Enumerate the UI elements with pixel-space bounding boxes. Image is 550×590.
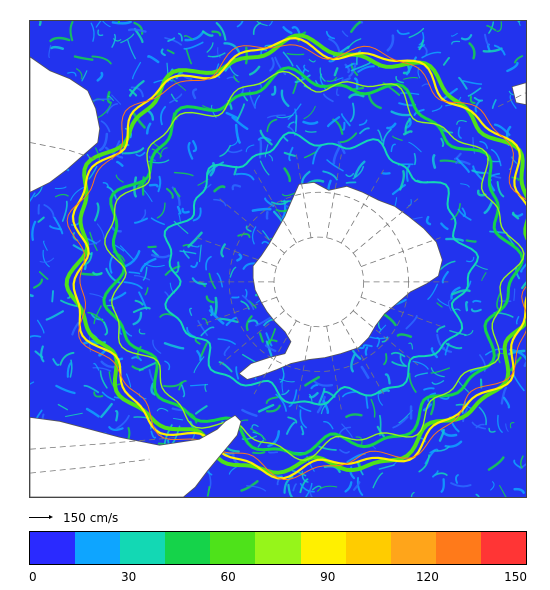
color-bar-tick-label: 0 (29, 570, 37, 584)
color-bar-tick-label: 150 (504, 570, 527, 584)
color-bar-segment (480, 532, 527, 564)
land-graticule (30, 458, 150, 474)
map-canvas (30, 21, 526, 497)
color-bar-segment (300, 532, 346, 564)
color-bar-segment (345, 532, 391, 564)
meridian-line (360, 237, 441, 267)
color-bar-segment (165, 532, 211, 564)
meridian-line (197, 237, 277, 267)
meridian-line (219, 198, 285, 254)
color-bar-tick-label: 30 (120, 570, 137, 584)
color-bar-tick-label: 120 (415, 570, 439, 584)
color-bar (29, 531, 527, 565)
current-speed-map (29, 20, 527, 498)
color-bar-tick-label: 90 (320, 570, 336, 584)
arrow-right-icon (29, 513, 55, 523)
africa-land (30, 56, 101, 193)
graticule (30, 92, 526, 474)
land-graticule (497, 92, 526, 107)
south-america-land (30, 414, 242, 497)
meridian-line (295, 154, 312, 238)
color-bar-segment (255, 532, 301, 564)
meridian-line (340, 320, 384, 395)
scale-label: 150 cm/s (63, 511, 119, 525)
meridian-line (352, 198, 419, 254)
color-bar-tick-labels: 0 30 60 90 120 150 (29, 570, 527, 586)
velocity-scale-key: 150 cm/s (29, 510, 118, 526)
current-fronts (64, 33, 526, 480)
color-bar-segment (390, 532, 436, 564)
meridian-line (326, 154, 342, 238)
land-graticule (30, 142, 100, 161)
color-bar-segment (435, 532, 481, 564)
color-bar-segment (75, 532, 121, 564)
meridian-line (197, 296, 277, 327)
color-bar-segment (30, 532, 76, 564)
meridian-line (219, 310, 285, 366)
color-bar-tick-label: 60 (220, 570, 236, 584)
meridian-line (253, 169, 297, 244)
land-graticule (30, 436, 180, 450)
meridian-line (253, 320, 297, 395)
meridian-line (340, 169, 384, 244)
meridian-line (295, 325, 312, 410)
island-top-right (511, 82, 526, 106)
meridian-line (352, 310, 419, 366)
meridian-line (360, 296, 441, 327)
meridian-line (326, 325, 342, 410)
color-bar-segment (120, 532, 166, 564)
color-bar-segment (210, 532, 256, 564)
